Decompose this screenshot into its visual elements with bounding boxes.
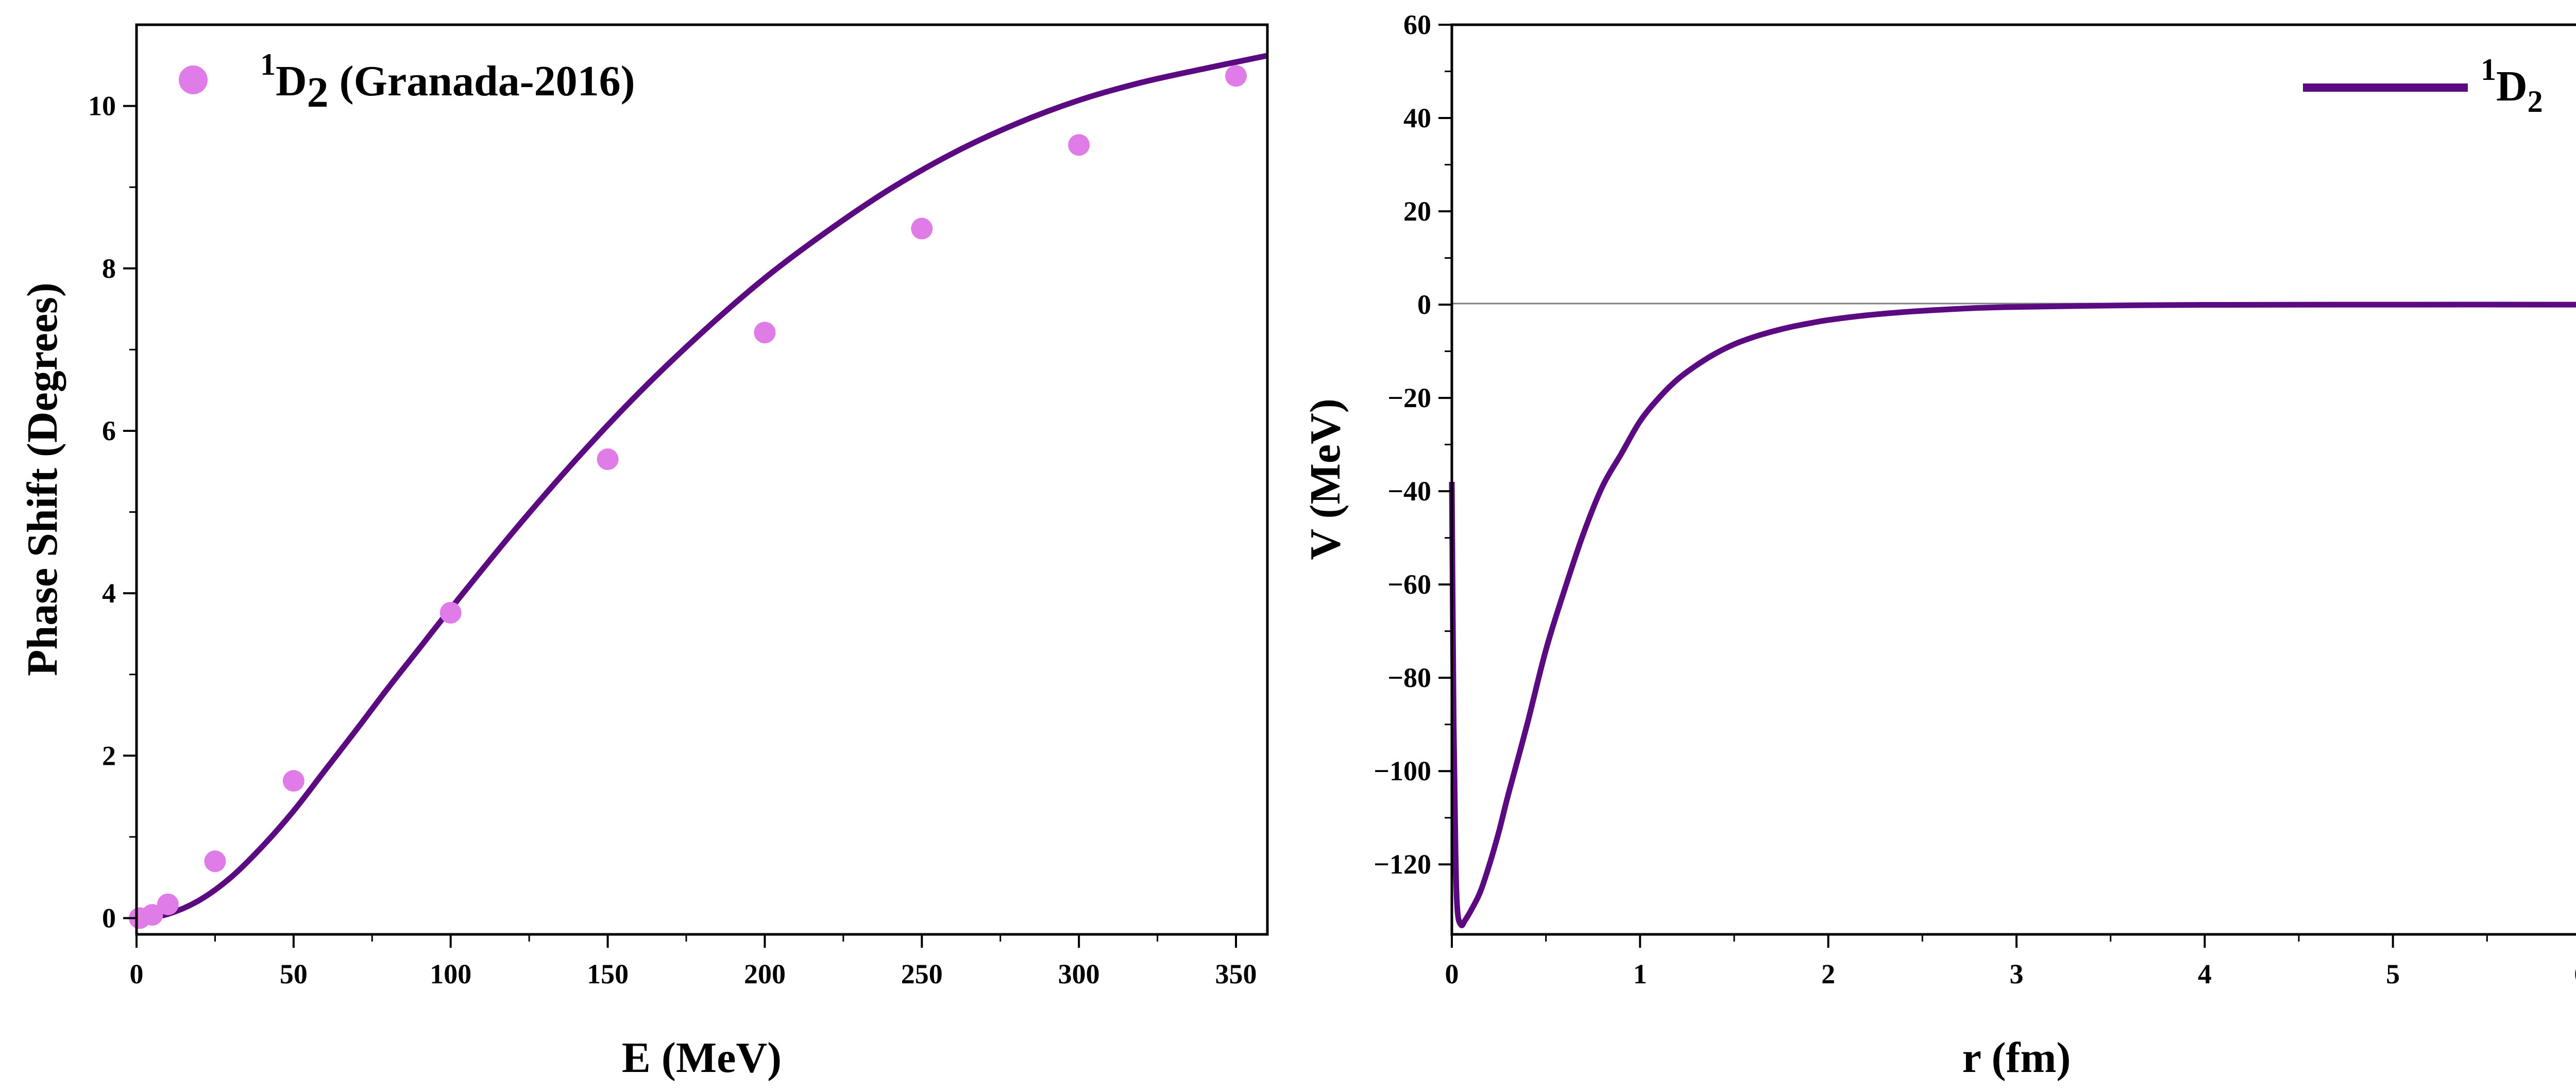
left-ytick-label: 8 <box>102 253 116 284</box>
right-xtick-label: 2 <box>1821 959 1835 990</box>
left-legend-sub: 2 <box>307 69 329 116</box>
left-xtick-label: 50 <box>280 959 308 990</box>
left-xtick-label: 0 <box>130 959 144 990</box>
left-data-point <box>439 601 462 624</box>
left-data-point <box>204 850 226 873</box>
right-xtick-label: 1 <box>1633 959 1647 990</box>
left-ytick-label: 4 <box>102 578 116 609</box>
right-legend-sup: 1 <box>2481 53 2496 87</box>
left-ytick-label: 0 <box>102 902 116 933</box>
left-xtick-label: 150 <box>587 959 629 990</box>
left-ytick-label: 6 <box>102 415 116 446</box>
right-ytick-label: −40 <box>1387 476 1431 507</box>
right-ytick-label: 60 <box>1403 9 1431 40</box>
left-data-point <box>157 893 179 915</box>
right-legend-label: 1D2 <box>2481 53 2543 119</box>
right-ytick-label: −100 <box>1374 756 1431 786</box>
right-plot-frame <box>1450 23 2576 936</box>
right-curve-layer <box>1449 301 2576 929</box>
left-legend: 1D2 (Granada-2016) <box>179 47 635 116</box>
left-legend-marker <box>179 65 208 94</box>
left-data-point <box>282 770 304 792</box>
left-x-axis-label: E (MeV) <box>622 1034 782 1082</box>
left-xticks-layer: 0 50 100 150 200 250 300 350 <box>130 934 1257 990</box>
right-ytick-label: 20 <box>1403 196 1431 227</box>
left-points-layer <box>129 65 1247 929</box>
left-fit-curve <box>136 53 1268 923</box>
right-legend-main: D <box>2496 62 2528 110</box>
right-xtick-label: 3 <box>2010 959 2024 990</box>
left-legend-rest: (Granada-2016) <box>329 57 635 105</box>
right-xtick-label: 6 <box>2574 959 2576 990</box>
left-legend-label: 1D2 (Granada-2016) <box>260 47 635 116</box>
left-y-axis-label: Phase Shift (Degrees) <box>19 282 66 676</box>
right-xtick-label: 4 <box>2198 959 2212 990</box>
left-ytick-label: 2 <box>102 740 116 771</box>
left-xtick-label: 350 <box>1215 959 1257 990</box>
left-data-point <box>141 904 163 926</box>
right-yticks-layer: −120 −100 −80 −60 −40 −20 0 20 40 60 <box>1374 9 1452 880</box>
left-data-point <box>1225 65 1247 87</box>
left-xtick-label: 200 <box>744 959 786 990</box>
right-y-axis-label: V (MeV) <box>1301 398 1349 560</box>
left-xtick-label: 250 <box>901 959 943 990</box>
left-yticks-layer: 0 2 4 6 8 10 <box>88 91 137 933</box>
right-ytick-label: −120 <box>1374 849 1431 880</box>
right-xticks-layer: 0 1 2 3 4 5 6 <box>1445 934 2576 990</box>
right-ytick-label: −20 <box>1387 382 1431 413</box>
left-data-point <box>597 448 619 471</box>
left-curve-layer <box>136 53 1268 923</box>
right-legend-sub: 2 <box>2528 85 2543 119</box>
right-xtick-label: 0 <box>1445 959 1459 990</box>
right-x-axis-label: r (fm) <box>1962 1034 2071 1082</box>
left-ytick-label: 10 <box>88 91 116 122</box>
right-ytick-label: −80 <box>1387 662 1431 693</box>
left-data-point <box>754 322 776 344</box>
left-data-point <box>1068 134 1090 156</box>
right-potential-curve <box>1449 301 2576 929</box>
left-xtick-label: 300 <box>1058 959 1100 990</box>
left-legend-sup: 1 <box>260 47 276 81</box>
left-panel: 0 50 100 150 200 250 300 350 0 2 4 6 8 10 E (MeV) Ph… <box>19 23 1269 1082</box>
left-data-point <box>911 217 933 240</box>
right-legend: 1D2 <box>2303 53 2543 119</box>
left-legend-main: D <box>276 57 307 105</box>
right-ytick-label: 40 <box>1403 103 1431 133</box>
left-xtick-label: 100 <box>430 959 471 990</box>
right-ytick-label: 0 <box>1417 289 1431 320</box>
right-ytick-label: −60 <box>1387 569 1431 600</box>
right-xtick-label: 5 <box>2386 959 2400 990</box>
left-plot-frame <box>135 23 1269 936</box>
